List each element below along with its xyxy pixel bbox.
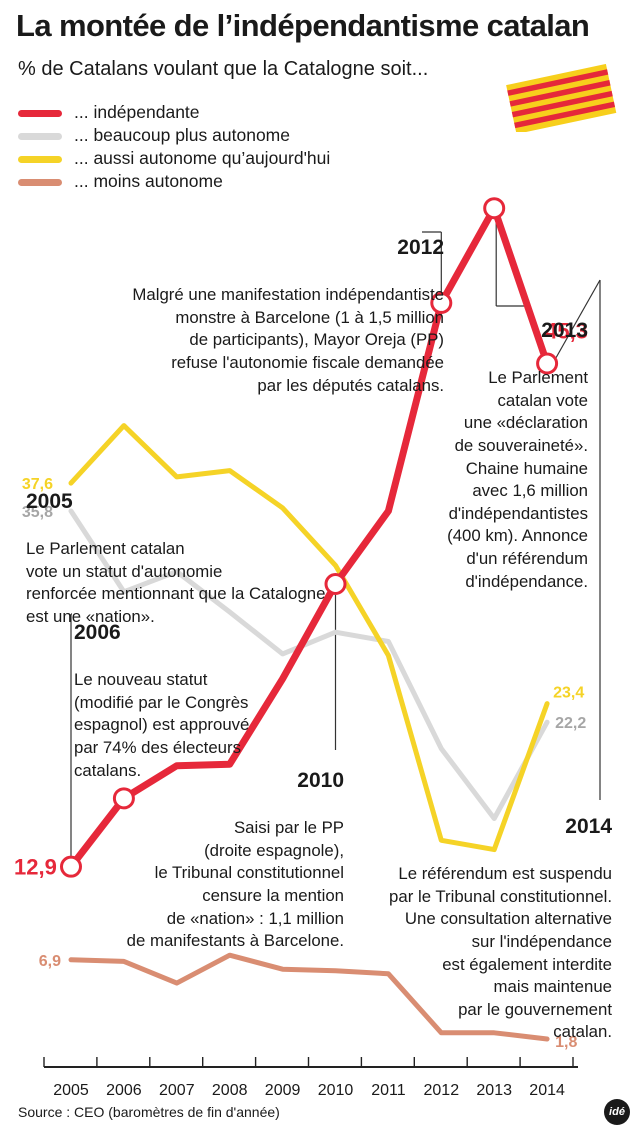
x-tick-label: 2006: [106, 1082, 142, 1099]
series-line-3: [68, 952, 550, 1042]
x-axis: 2005 2006 2007 2008 2009 2010 2011 2012 2013 2014: [43, 1057, 578, 1099]
value-labels: 12,9 45,3 35,8 22,2 37,6 23,4 6,9 1,8: [14, 318, 588, 1051]
catalan-flag-icon: [502, 63, 620, 135]
annotation-2010: 2010 Saisi par le PP (droite espagnole),…: [127, 744, 344, 953]
x-tick-label: 2010: [318, 1082, 354, 1099]
series-line-2: [68, 423, 550, 853]
series-end-label: 1,8: [555, 1034, 577, 1051]
legend-swatch: [18, 179, 62, 186]
series-lines: [67, 204, 551, 1042]
event-marker: [112, 787, 135, 810]
series-start-label: 12,9: [14, 855, 57, 880]
series-line-0: [67, 204, 551, 871]
event-marker: [430, 291, 453, 314]
event-marker: [60, 855, 82, 878]
annotation-year: 2013: [541, 318, 588, 342]
annotation-2012: 2012 Malgré une manifestation indépendan…: [132, 211, 444, 397]
annotation-text: Le nouveau statut (modifié par le Congrè…: [74, 670, 250, 780]
annotation-leader-lines: [70, 218, 601, 867]
series-end-label: 22,2: [555, 715, 586, 732]
legend-swatch: [18, 110, 62, 117]
annotation-text: Malgré une manifestation indépendantiste…: [132, 285, 444, 395]
event-marker: [483, 197, 506, 220]
legend-label: ... aussi autonome qu’aujourd'hui: [74, 148, 331, 168]
source-note: Source : CEO (baromètres de fin d'année): [18, 1104, 280, 1120]
annotation-year: 2010: [297, 768, 344, 792]
annotation-year: 2014: [565, 814, 612, 838]
annotation-year: 2006: [74, 620, 121, 644]
event-markers: [60, 197, 559, 878]
annotation-text: Le Parlement catalan vote une «déclarati…: [447, 368, 588, 591]
annotation-text: Le Parlement catalan vote un statut d'au…: [26, 539, 326, 626]
x-tick-label: 2008: [212, 1082, 248, 1099]
x-tick-label: 2009: [265, 1082, 301, 1099]
annotation-year: 2005: [26, 489, 73, 513]
annotation-year: 2012: [397, 235, 444, 259]
legend-swatch: [18, 156, 62, 163]
series-end-label: 45,3: [545, 318, 588, 343]
annotation-2013: 2013 Le Parlement catalan vote une «décl…: [447, 294, 588, 593]
x-tick-label: 2011: [371, 1082, 406, 1099]
annotation-2005: 2005 Le Parlement catalan vote un statut…: [26, 465, 325, 629]
event-marker: [536, 352, 559, 375]
page-subtitle: % de Catalans voulant que la Catalogne s…: [18, 58, 429, 80]
series-start-label: 37,6: [22, 476, 53, 493]
legend-swatch: [18, 133, 62, 140]
annotation-text: Le référendum est suspendu par le Tribun…: [389, 864, 612, 1042]
page-title: La montée de l’indépendantisme catalan: [16, 8, 590, 43]
event-marker: [324, 573, 347, 596]
series-end-label: 23,4: [553, 685, 584, 702]
series-start-label: 35,8: [22, 504, 53, 521]
x-tick-label: 2005: [53, 1082, 89, 1099]
annotation-2014: 2014 Le référendum est suspendu par le T…: [389, 790, 612, 1044]
series-line-1: [68, 508, 550, 821]
legend-label: ... indépendante: [74, 102, 200, 122]
series-start-label: 6,9: [39, 953, 61, 970]
x-tick-label: 2012: [424, 1082, 460, 1099]
legend-label: ... moins autonome: [74, 171, 223, 191]
x-tick-label: 2014: [529, 1082, 565, 1099]
x-tick-label: 2007: [159, 1082, 195, 1099]
publisher-logo: idé: [604, 1099, 630, 1125]
x-tick-label: 2013: [476, 1082, 512, 1099]
legend-label: ... beaucoup plus autonome: [74, 125, 290, 145]
annotation-text: Saisi par le PP (droite espagnole), le T…: [126, 818, 344, 951]
catalan-flag-graphic: [506, 63, 617, 135]
annotation-2006: 2006 Le nouveau statut (modifié par le C…: [74, 596, 249, 782]
